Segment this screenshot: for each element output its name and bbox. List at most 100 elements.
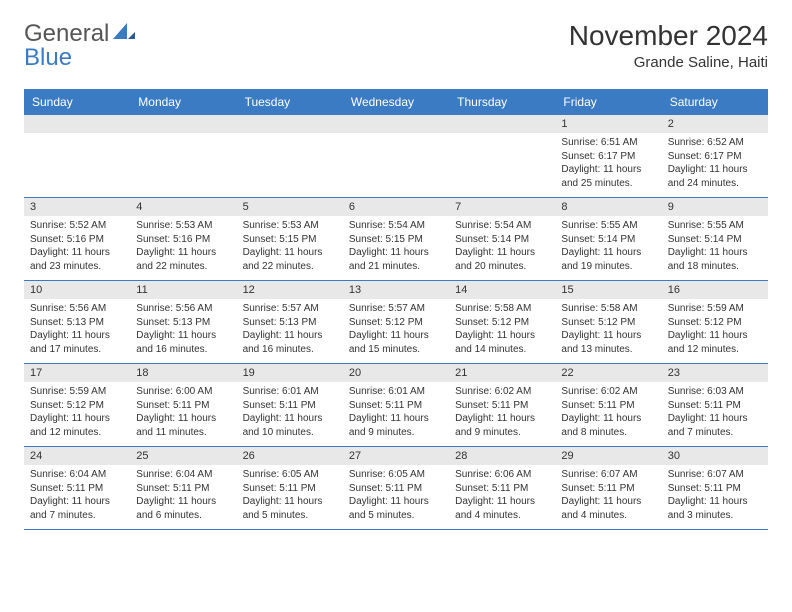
- date-strip: 2: [662, 115, 768, 133]
- date-strip: [24, 115, 130, 133]
- sunset-text: Sunset: 5:14 PM: [561, 233, 655, 247]
- title-block: November 2024 Grande Saline, Haiti: [569, 20, 768, 71]
- day-cell: 15Sunrise: 5:58 AMSunset: 5:12 PMDayligh…: [555, 281, 661, 363]
- day-cell: 12Sunrise: 5:57 AMSunset: 5:13 PMDayligh…: [237, 281, 343, 363]
- daylight-text: Daylight: 11 hours and 23 minutes.: [30, 246, 124, 273]
- week-row: 1Sunrise: 6:51 AMSunset: 6:17 PMDaylight…: [24, 115, 768, 198]
- sunrise-text: Sunrise: 6:01 AM: [243, 385, 337, 399]
- empty-cell: [343, 115, 449, 197]
- cell-body: Sunrise: 6:02 AMSunset: 5:11 PMDaylight:…: [449, 382, 555, 442]
- date-strip: 23: [662, 364, 768, 382]
- day-cell: 29Sunrise: 6:07 AMSunset: 5:11 PMDayligh…: [555, 447, 661, 529]
- date-strip: 8: [555, 198, 661, 216]
- sunrise-text: Sunrise: 6:51 AM: [561, 136, 655, 150]
- sunset-text: Sunset: 5:14 PM: [455, 233, 549, 247]
- daylight-text: Daylight: 11 hours and 12 minutes.: [30, 412, 124, 439]
- day-cell: 28Sunrise: 6:06 AMSunset: 5:11 PMDayligh…: [449, 447, 555, 529]
- day-cell: 13Sunrise: 5:57 AMSunset: 5:12 PMDayligh…: [343, 281, 449, 363]
- cell-body: Sunrise: 6:51 AMSunset: 6:17 PMDaylight:…: [555, 133, 661, 193]
- sunrise-text: Sunrise: 6:01 AM: [349, 385, 443, 399]
- day-cell: 7Sunrise: 5:54 AMSunset: 5:14 PMDaylight…: [449, 198, 555, 280]
- sunset-text: Sunset: 5:11 PM: [136, 399, 230, 413]
- date-strip: 24: [24, 447, 130, 465]
- sunrise-text: Sunrise: 6:02 AM: [561, 385, 655, 399]
- daylight-text: Daylight: 11 hours and 15 minutes.: [349, 329, 443, 356]
- header: General November 2024 Grande Saline, Hai…: [24, 20, 768, 71]
- cell-body: Sunrise: 5:53 AMSunset: 5:16 PMDaylight:…: [130, 216, 236, 276]
- sunset-text: Sunset: 6:17 PM: [668, 150, 762, 164]
- date-strip: 7: [449, 198, 555, 216]
- sunrise-text: Sunrise: 5:54 AM: [349, 219, 443, 233]
- sunrise-text: Sunrise: 6:04 AM: [30, 468, 124, 482]
- sunset-text: Sunset: 5:11 PM: [561, 399, 655, 413]
- cell-body: Sunrise: 5:57 AMSunset: 5:13 PMDaylight:…: [237, 299, 343, 359]
- daylight-text: Daylight: 11 hours and 17 minutes.: [30, 329, 124, 356]
- sunrise-text: Sunrise: 5:55 AM: [561, 219, 655, 233]
- daylight-text: Daylight: 11 hours and 10 minutes.: [243, 412, 337, 439]
- sunrise-text: Sunrise: 6:52 AM: [668, 136, 762, 150]
- day-cell: 23Sunrise: 6:03 AMSunset: 5:11 PMDayligh…: [662, 364, 768, 446]
- cell-body: Sunrise: 6:07 AMSunset: 5:11 PMDaylight:…: [555, 465, 661, 525]
- cell-body: Sunrise: 6:04 AMSunset: 5:11 PMDaylight:…: [130, 465, 236, 525]
- sunset-text: Sunset: 5:11 PM: [561, 482, 655, 496]
- date-strip: 16: [662, 281, 768, 299]
- cell-body: Sunrise: 6:04 AMSunset: 5:11 PMDaylight:…: [24, 465, 130, 525]
- sunrise-text: Sunrise: 5:56 AM: [30, 302, 124, 316]
- day-cell: 30Sunrise: 6:07 AMSunset: 5:11 PMDayligh…: [662, 447, 768, 529]
- day-cell: 25Sunrise: 6:04 AMSunset: 5:11 PMDayligh…: [130, 447, 236, 529]
- daylight-text: Daylight: 11 hours and 3 minutes.: [668, 495, 762, 522]
- day-header-saturday: Saturday: [662, 89, 768, 115]
- cell-body: Sunrise: 5:54 AMSunset: 5:15 PMDaylight:…: [343, 216, 449, 276]
- daylight-text: Daylight: 11 hours and 13 minutes.: [561, 329, 655, 356]
- sunset-text: Sunset: 5:11 PM: [349, 482, 443, 496]
- daylight-text: Daylight: 11 hours and 5 minutes.: [243, 495, 337, 522]
- sunset-text: Sunset: 5:13 PM: [243, 316, 337, 330]
- cell-body: Sunrise: 5:55 AMSunset: 5:14 PMDaylight:…: [662, 216, 768, 276]
- sunrise-text: Sunrise: 6:04 AM: [136, 468, 230, 482]
- date-strip: 15: [555, 281, 661, 299]
- calendar: Sunday Monday Tuesday Wednesday Thursday…: [24, 89, 768, 530]
- daylight-text: Daylight: 11 hours and 16 minutes.: [243, 329, 337, 356]
- daylight-text: Daylight: 11 hours and 7 minutes.: [668, 412, 762, 439]
- empty-cell: [24, 115, 130, 197]
- daylight-text: Daylight: 11 hours and 4 minutes.: [455, 495, 549, 522]
- sunset-text: Sunset: 5:11 PM: [243, 399, 337, 413]
- date-strip: 22: [555, 364, 661, 382]
- calendar-page: General November 2024 Grande Saline, Hai…: [0, 0, 792, 550]
- cell-body: Sunrise: 5:55 AMSunset: 5:14 PMDaylight:…: [555, 216, 661, 276]
- daylight-text: Daylight: 11 hours and 6 minutes.: [136, 495, 230, 522]
- date-strip: [343, 115, 449, 133]
- sunrise-text: Sunrise: 6:07 AM: [561, 468, 655, 482]
- sunset-text: Sunset: 5:15 PM: [349, 233, 443, 247]
- daylight-text: Daylight: 11 hours and 5 minutes.: [349, 495, 443, 522]
- empty-cell: [237, 115, 343, 197]
- cell-body: Sunrise: 6:01 AMSunset: 5:11 PMDaylight:…: [237, 382, 343, 442]
- day-header-row: Sunday Monday Tuesday Wednesday Thursday…: [24, 89, 768, 115]
- cell-body: Sunrise: 5:56 AMSunset: 5:13 PMDaylight:…: [24, 299, 130, 359]
- week-row: 3Sunrise: 5:52 AMSunset: 5:16 PMDaylight…: [24, 198, 768, 281]
- logo-word2: Blue: [24, 44, 72, 72]
- day-cell: 17Sunrise: 5:59 AMSunset: 5:12 PMDayligh…: [24, 364, 130, 446]
- week-row: 10Sunrise: 5:56 AMSunset: 5:13 PMDayligh…: [24, 281, 768, 364]
- date-strip: 27: [343, 447, 449, 465]
- cell-body: Sunrise: 5:58 AMSunset: 5:12 PMDaylight:…: [449, 299, 555, 359]
- cell-body: Sunrise: 5:58 AMSunset: 5:12 PMDaylight:…: [555, 299, 661, 359]
- sunset-text: Sunset: 5:13 PM: [136, 316, 230, 330]
- day-cell: 26Sunrise: 6:05 AMSunset: 5:11 PMDayligh…: [237, 447, 343, 529]
- date-strip: 4: [130, 198, 236, 216]
- sunset-text: Sunset: 5:11 PM: [136, 482, 230, 496]
- cell-body: Sunrise: 6:03 AMSunset: 5:11 PMDaylight:…: [662, 382, 768, 442]
- sunset-text: Sunset: 5:12 PM: [30, 399, 124, 413]
- daylight-text: Daylight: 11 hours and 22 minutes.: [243, 246, 337, 273]
- day-cell: 20Sunrise: 6:01 AMSunset: 5:11 PMDayligh…: [343, 364, 449, 446]
- logo-sail-icon: [113, 20, 135, 48]
- daylight-text: Daylight: 11 hours and 19 minutes.: [561, 246, 655, 273]
- cell-body: Sunrise: 6:06 AMSunset: 5:11 PMDaylight:…: [449, 465, 555, 525]
- date-strip: 17: [24, 364, 130, 382]
- daylight-text: Daylight: 11 hours and 7 minutes.: [30, 495, 124, 522]
- cell-body: Sunrise: 5:56 AMSunset: 5:13 PMDaylight:…: [130, 299, 236, 359]
- empty-cell: [449, 115, 555, 197]
- sunset-text: Sunset: 5:11 PM: [668, 399, 762, 413]
- date-strip: 28: [449, 447, 555, 465]
- date-strip: 13: [343, 281, 449, 299]
